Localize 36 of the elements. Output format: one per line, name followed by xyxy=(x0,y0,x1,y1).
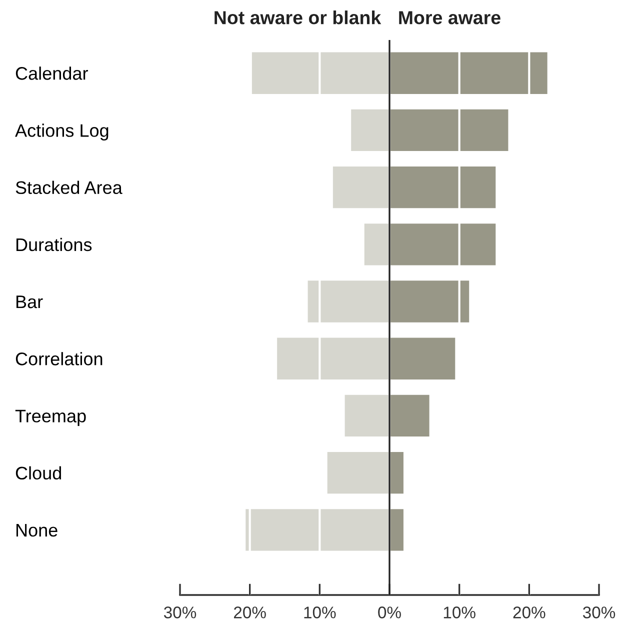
bar xyxy=(344,394,390,437)
x-tick-label: 10% xyxy=(304,606,336,618)
y-tick-label: Durations xyxy=(16,238,92,252)
bar xyxy=(390,338,456,380)
y-tick-label: Stacked Area xyxy=(16,180,122,194)
bar xyxy=(351,109,390,152)
y-tick-label: Correlation xyxy=(16,352,102,366)
bar xyxy=(277,338,390,380)
x-tick-label: 20% xyxy=(234,606,266,618)
y-tick-label: Treemap xyxy=(15,410,86,426)
bar xyxy=(390,394,430,437)
bar xyxy=(390,280,470,322)
y-tick-label: Bar xyxy=(16,296,43,308)
y-tick-label: Cloud xyxy=(16,466,62,480)
bar xyxy=(327,452,390,494)
x-tick-label: 20% xyxy=(513,606,546,618)
y-tick-label: Calendar xyxy=(16,66,88,80)
y-tick-label: Actions Log xyxy=(15,124,108,141)
x-tick-label: 30% xyxy=(582,606,616,618)
bar xyxy=(390,509,404,551)
bar xyxy=(332,166,390,208)
bar xyxy=(390,224,496,266)
bar xyxy=(246,509,390,551)
bar xyxy=(390,452,404,494)
series-label: Not aware or blank xyxy=(214,10,382,24)
bar xyxy=(308,280,390,322)
bar xyxy=(390,166,496,208)
x-tick-label: 30% xyxy=(164,606,196,618)
x-tick-label: 10% xyxy=(444,606,476,618)
bar xyxy=(390,109,508,152)
bar xyxy=(364,224,390,266)
bar xyxy=(390,52,548,94)
bar xyxy=(252,52,390,94)
x-tick-label: 0% xyxy=(378,606,401,618)
series-label: More aware xyxy=(399,11,500,24)
y-tick-label: None xyxy=(16,524,58,537)
